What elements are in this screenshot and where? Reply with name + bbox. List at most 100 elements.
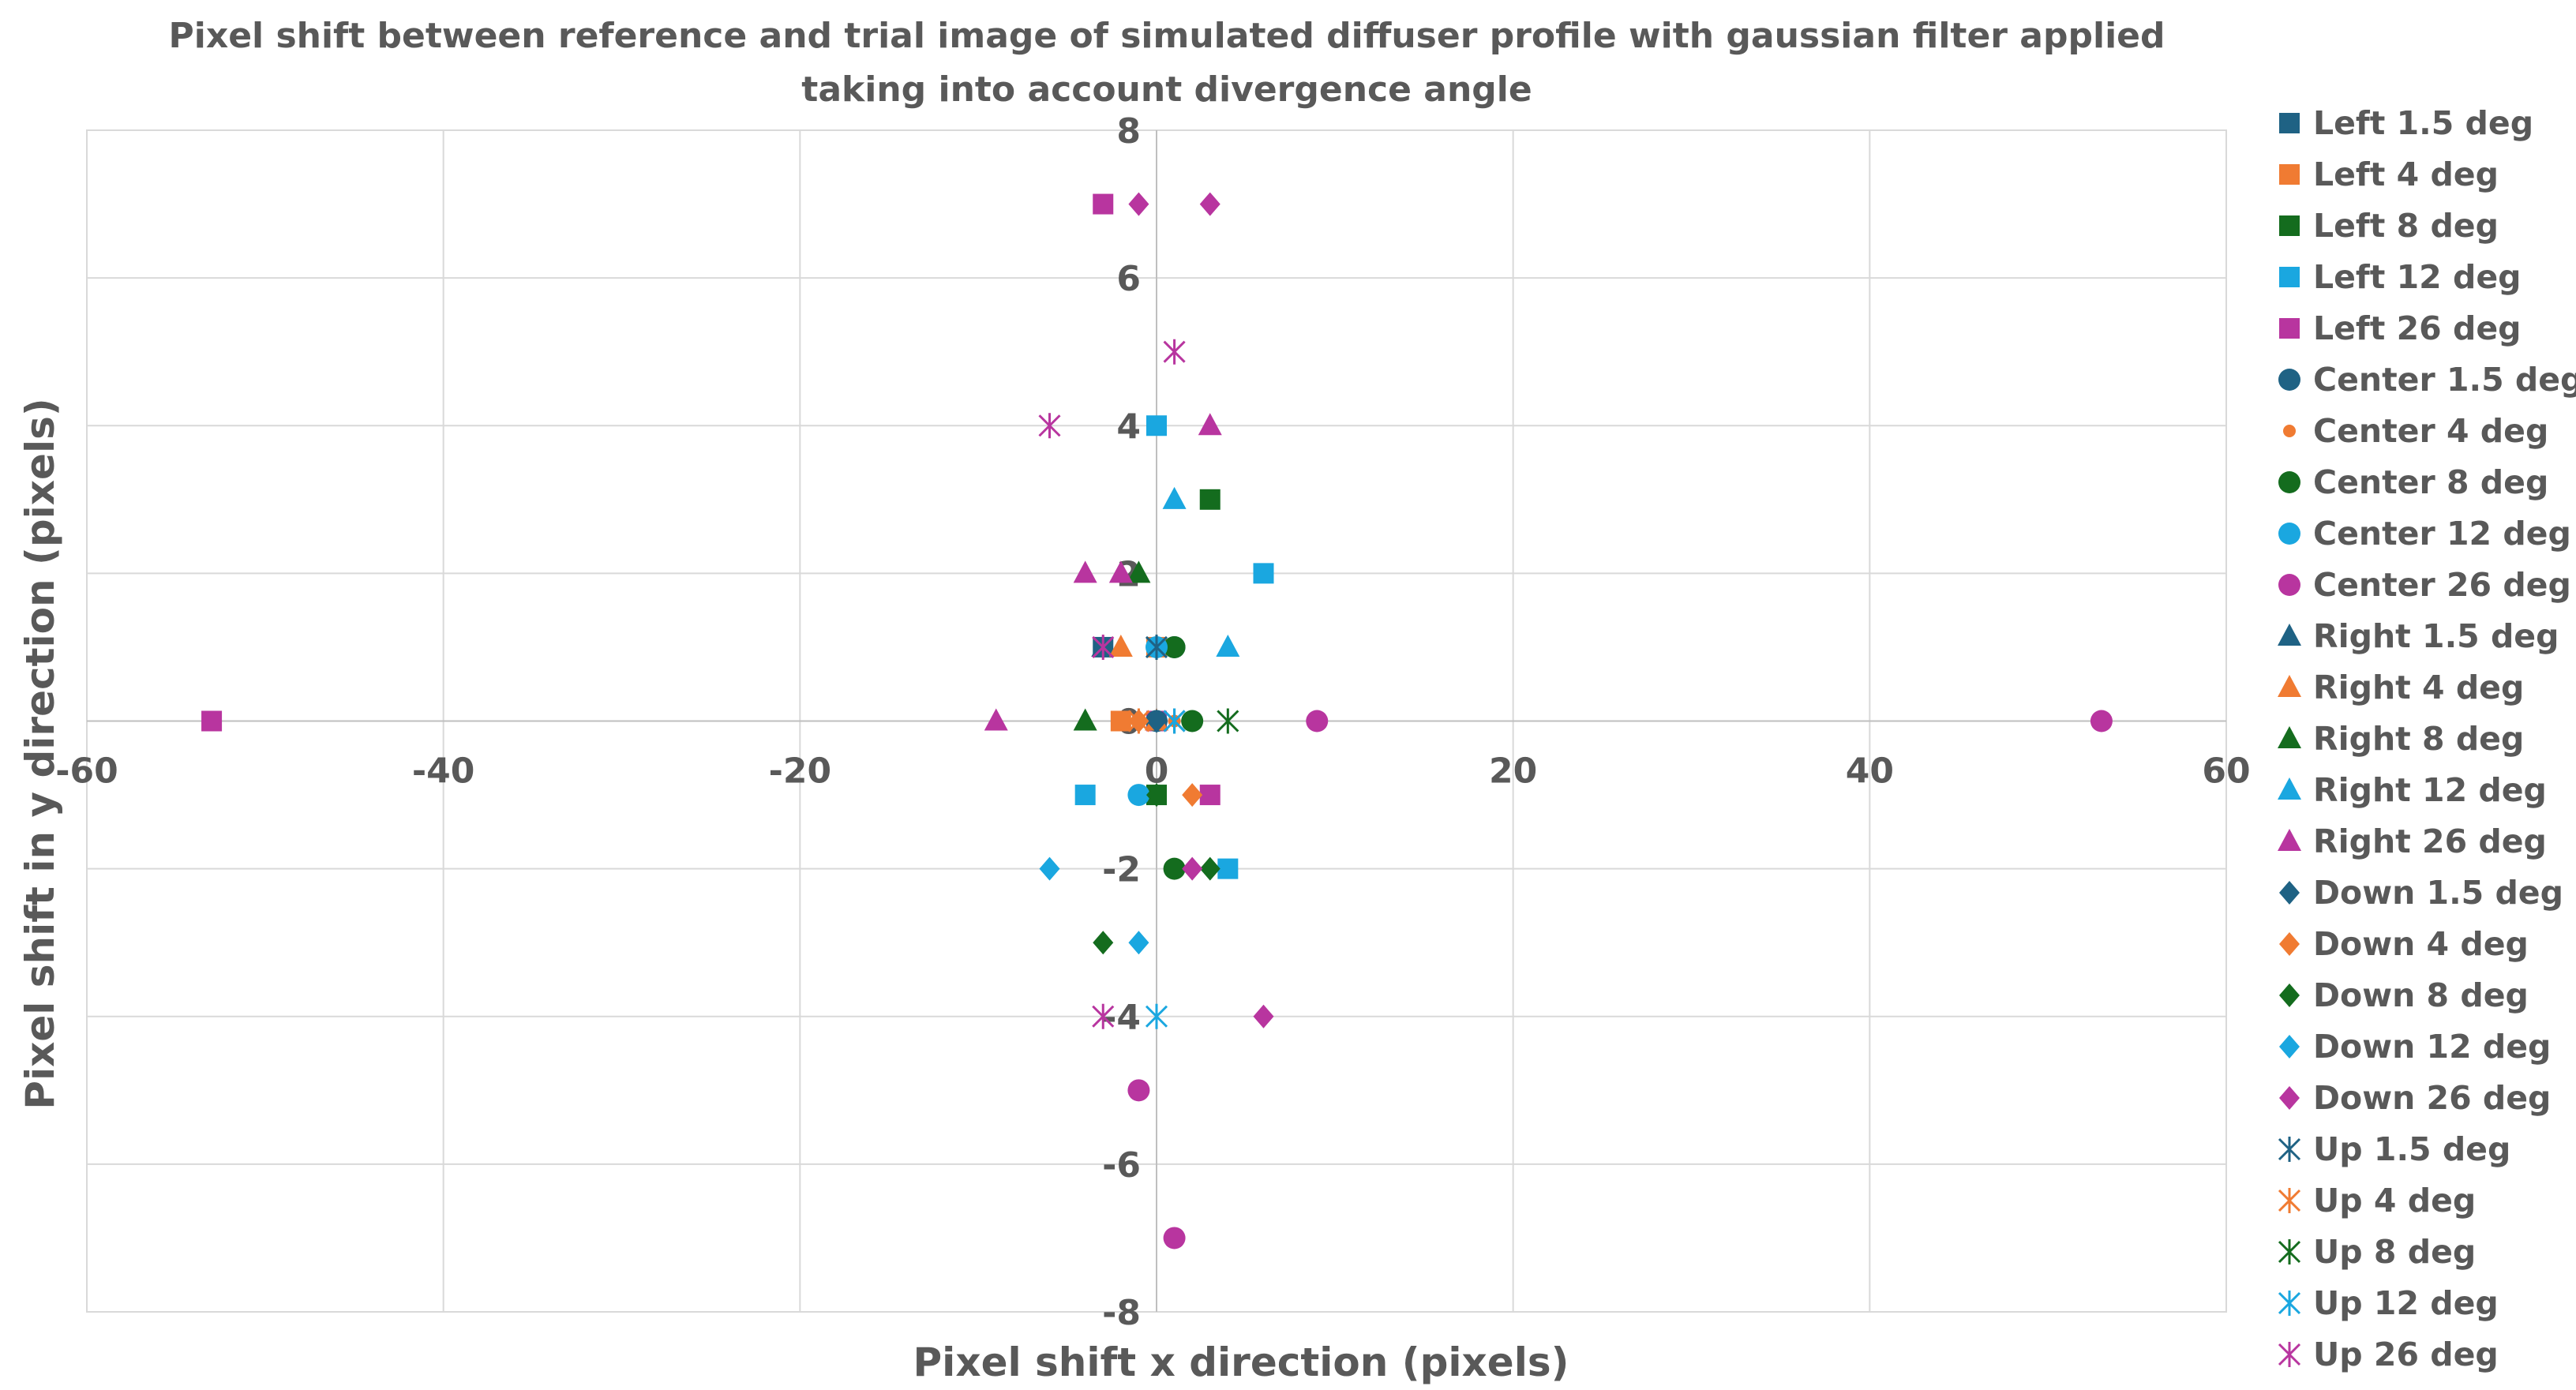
legend-label: Center 26 deg <box>2313 566 2571 604</box>
data-point <box>1199 489 1221 510</box>
data-points <box>201 192 2113 1250</box>
data-point <box>1127 708 1150 734</box>
x-tick-label: -40 <box>412 751 475 792</box>
data-point <box>1163 857 1186 880</box>
data-point <box>2090 710 2113 732</box>
legend-marker <box>2279 932 2300 956</box>
vertical-gridlines <box>86 130 2227 1312</box>
y-tick-labels: -8-6-4-202468 <box>1102 111 1141 1333</box>
data-point <box>1253 563 1274 584</box>
data-point <box>1092 634 1115 660</box>
data-point <box>1163 708 1186 734</box>
x-tick-label: 60 <box>2202 751 2250 792</box>
legend-label: Left 26 deg <box>2313 309 2521 347</box>
data-point <box>1163 635 1186 658</box>
legend-item: Right 4 deg <box>2278 669 2524 706</box>
legend-label: Center 8 deg <box>2313 463 2548 501</box>
legend-marker <box>2278 471 2300 493</box>
data-point <box>1127 1079 1150 1102</box>
legend-label: Down 1.5 deg <box>2313 874 2563 912</box>
legend-label: Center 4 deg <box>2313 412 2548 450</box>
legend-marker <box>2283 425 2296 437</box>
legend-label: Up 26 deg <box>2313 1336 2499 1373</box>
data-point <box>1217 858 1239 879</box>
data-point <box>1093 931 1114 955</box>
legend-marker <box>2279 1035 2300 1058</box>
data-point <box>1074 785 1096 806</box>
legend-marker <box>2278 1239 2301 1264</box>
legend-marker <box>2279 215 2300 236</box>
data-point <box>1253 1004 1274 1028</box>
legend-label: Center 1.5 deg <box>2313 361 2576 399</box>
legend-label: Up 12 deg <box>2313 1284 2499 1322</box>
legend-item: Down 26 deg <box>2279 1079 2551 1117</box>
data-point <box>201 710 223 732</box>
data-point <box>1146 783 1167 807</box>
legend-item: Center 1.5 deg <box>2278 361 2576 399</box>
legend-label: Left 4 deg <box>2313 155 2499 193</box>
legend-label: Center 12 deg <box>2313 515 2571 553</box>
data-point <box>1145 1003 1168 1029</box>
data-point <box>1199 785 1221 806</box>
legend-label: Up 1.5 deg <box>2313 1130 2510 1168</box>
legend-item: Right 8 deg <box>2278 720 2524 758</box>
legend-marker <box>2278 1137 2301 1162</box>
data-point <box>1182 783 1203 807</box>
legend-item: Center 8 deg <box>2278 463 2548 501</box>
data-point <box>1073 708 1097 731</box>
x-tick-labels: -60 -40 -20 0 20 40 60 <box>55 751 2250 792</box>
legend-marker <box>2278 726 2301 748</box>
legend-item: Down 4 deg <box>2279 925 2529 963</box>
data-point <box>1108 634 1133 657</box>
data-point <box>984 708 1008 731</box>
legend-label: Down 8 deg <box>2313 976 2529 1014</box>
data-point <box>1092 1003 1115 1029</box>
legend-marker <box>2278 675 2301 697</box>
legend-item: Up 12 deg <box>2278 1284 2499 1322</box>
y-axis-title: Pixel shift in y direction (pixels) <box>17 398 63 1109</box>
data-point <box>1198 413 1222 436</box>
data-point <box>1163 1227 1186 1250</box>
legend-label: Right 8 deg <box>2313 720 2524 758</box>
y-tick-label: -4 <box>1102 998 1141 1038</box>
data-point <box>1038 413 1061 439</box>
data-point <box>1199 192 1221 216</box>
data-point <box>1039 856 1060 881</box>
data-point <box>1306 710 1329 732</box>
legend-item: Down 12 deg <box>2279 1028 2551 1066</box>
legend-item: Left 12 deg <box>2279 258 2521 296</box>
data-point <box>1146 415 1167 436</box>
data-point <box>1199 856 1221 881</box>
legend: Left 1.5 deg Left 4 deg Left 8 deg Left 12 … <box>2278 104 2576 1373</box>
data-point <box>1216 634 1240 657</box>
x-tick-label: 40 <box>1846 751 1894 792</box>
legend-item: Center 4 deg <box>2283 412 2548 450</box>
legend-label: Down 12 deg <box>2313 1028 2551 1066</box>
legend-item: Right 1.5 deg <box>2278 617 2559 655</box>
data-point <box>1110 710 1131 732</box>
legend-item: Left 4 deg <box>2279 155 2499 193</box>
legend-label: Up 8 deg <box>2313 1233 2476 1271</box>
data-point <box>1127 784 1150 807</box>
data-point <box>1162 486 1187 509</box>
legend-marker <box>2278 574 2300 596</box>
legend-marker <box>2278 523 2300 545</box>
x-tick-label: -60 <box>55 751 118 792</box>
legend-item: Right 12 deg <box>2278 771 2547 809</box>
legend-item: Center 26 deg <box>2278 566 2571 604</box>
legend-item: Left 1.5 deg <box>2279 104 2533 142</box>
data-point <box>1163 339 1186 365</box>
legend-marker <box>2279 113 2300 133</box>
legend-marker <box>2278 1188 2301 1213</box>
data-point <box>1145 634 1168 660</box>
data-point <box>1108 560 1133 583</box>
legend-marker <box>2279 881 2300 905</box>
data-point <box>1128 931 1149 955</box>
legend-item: Center 12 deg <box>2278 515 2571 553</box>
x-tick-label: 20 <box>1489 751 1537 792</box>
y-tick-label: 4 <box>1116 407 1141 447</box>
data-point <box>1127 560 1151 583</box>
legend-item: Up 26 deg <box>2278 1336 2499 1373</box>
legend-item: Up 1.5 deg <box>2278 1130 2510 1168</box>
